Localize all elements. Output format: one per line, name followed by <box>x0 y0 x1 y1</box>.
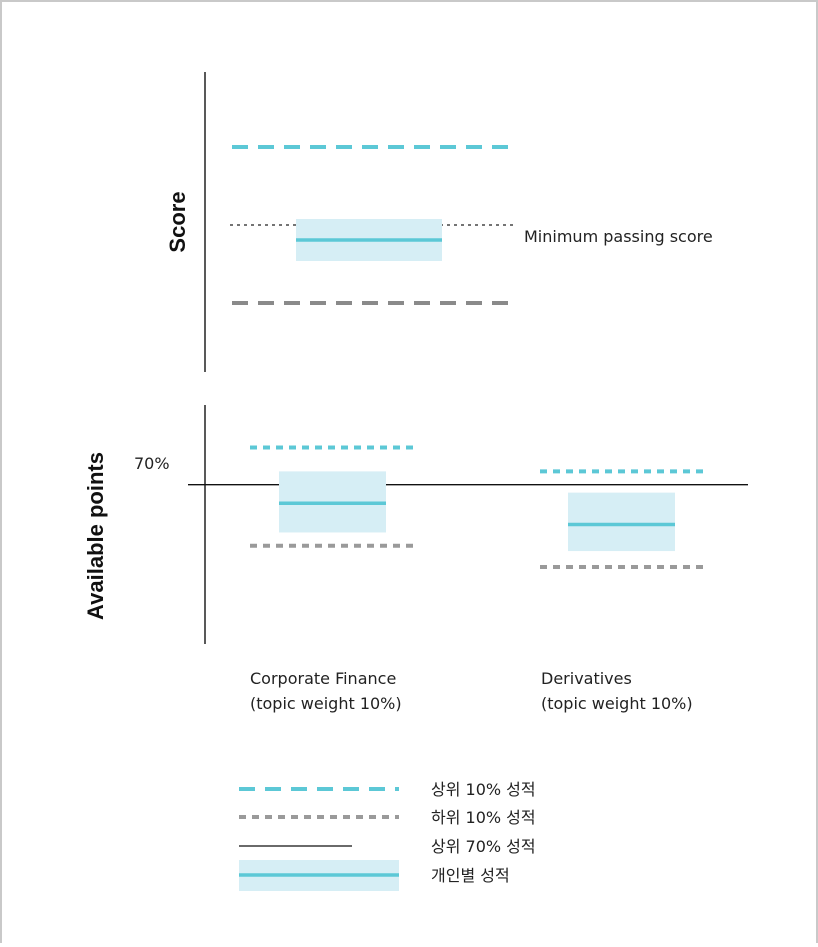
points-axis-title: Available points <box>83 452 108 620</box>
reference-70-label: 70% <box>134 454 170 473</box>
points-panel: Available points 70% Corporate Finance (… <box>83 405 748 713</box>
derivatives-individual-band <box>568 492 675 552</box>
category-label-derivatives: Derivatives <box>541 669 632 688</box>
score-axis-title: Score <box>165 191 190 252</box>
score-panel: Score Minimum passing score <box>165 72 713 372</box>
legend-label-bottom10: 하위 10% 성적 <box>431 808 536 827</box>
legend-label-top10: 상위 10% 성적 <box>431 780 536 799</box>
category-sublabel-derivatives: (topic weight 10%) <box>541 694 693 713</box>
min-passing-label: Minimum passing score <box>524 227 713 246</box>
legend-label-top70: 상위 70% 성적 <box>431 837 536 856</box>
legend: 상위 10% 성적 하위 10% 성적 상위 70% 성적 개인별 성적 <box>239 780 536 891</box>
category-sublabel-corporate-finance: (topic weight 10%) <box>250 694 402 713</box>
category-label-corporate-finance: Corporate Finance <box>250 669 396 688</box>
legend-label-individual: 개인별 성적 <box>431 866 510 885</box>
